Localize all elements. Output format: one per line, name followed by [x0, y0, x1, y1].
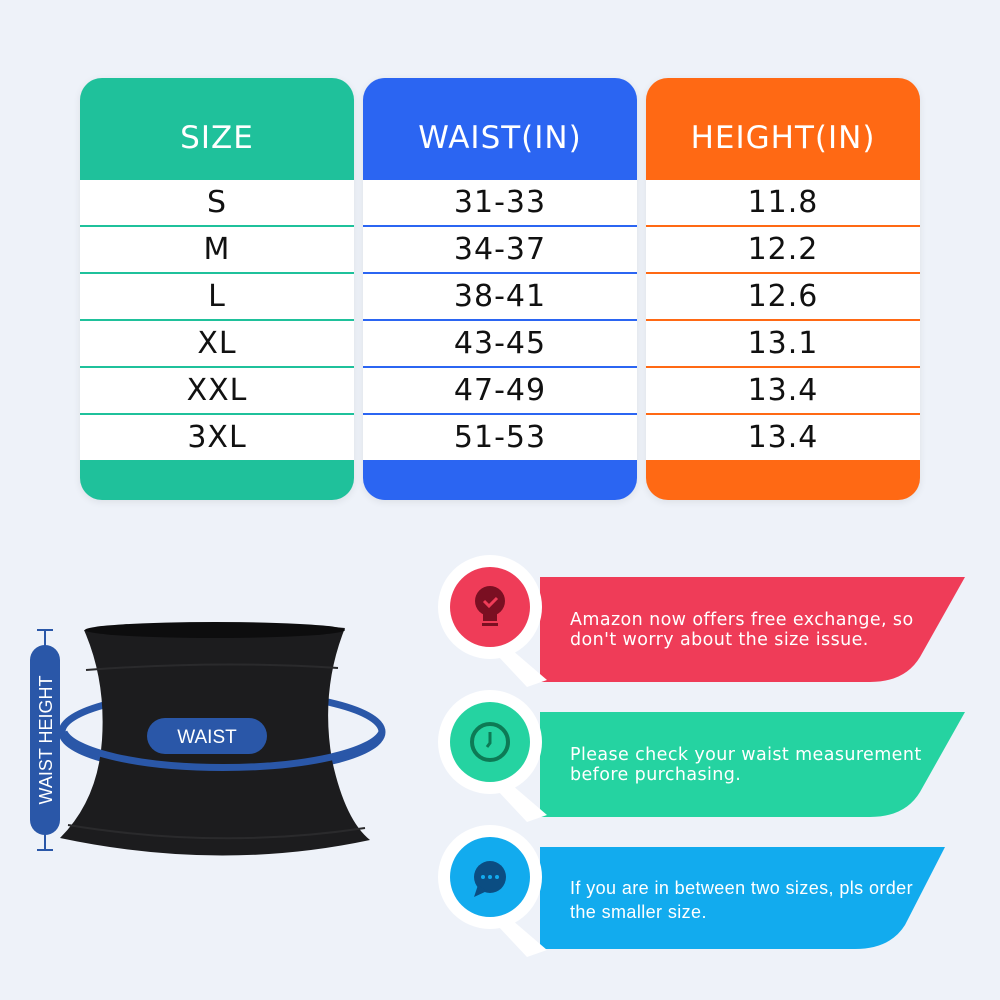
table-cell: S — [80, 180, 354, 225]
table-cell: 43-45 — [363, 321, 637, 366]
table-cell: 38-41 — [363, 274, 637, 319]
table-cell: 3XL — [80, 415, 354, 460]
height-column: HEIGHT(IN) 11.8 12.2 12.6 13.1 13.4 13.4 — [646, 78, 920, 500]
table-cell: 12.6 — [646, 274, 920, 319]
waist-badge — [147, 718, 267, 754]
table-cell: 11.8 — [646, 180, 920, 225]
chat-bubble-icon — [432, 825, 552, 965]
table-cell: 34-37 — [363, 227, 637, 272]
table-cell: M — [80, 227, 354, 272]
table-cell: 12.2 — [646, 227, 920, 272]
column-header: SIZE — [180, 120, 254, 156]
waist-label: WAIST — [177, 727, 237, 748]
table-cell: 13.4 — [646, 368, 920, 413]
table-cell: L — [80, 274, 354, 319]
table-cell: 13.4 — [646, 415, 920, 460]
waist-trainer-image: WAIST WAIST HEIGHT — [30, 622, 386, 856]
size-column: SIZE S M L XL XXL 3XL — [80, 78, 354, 500]
table-cell: 51-53 — [363, 415, 637, 460]
lightbulb-check-icon — [432, 555, 552, 695]
tip-text: Amazon now offers free exchange, so don'… — [570, 609, 914, 650]
column-header: WAIST(IN) — [418, 120, 582, 156]
waist-trainer-diagram: WAIST WAIST HEIGHT — [20, 610, 400, 904]
waist-height-badge — [30, 645, 60, 835]
tip-banner-smaller-size: If you are in between two sizes, pls ord… — [540, 847, 970, 952]
tip-text: If you are in between two sizes, pls ord… — [570, 877, 913, 922]
table-cell: 47-49 — [363, 368, 637, 413]
column-header: HEIGHT(IN) — [690, 120, 876, 156]
tip-text: Please check your waist measurement befo… — [570, 744, 922, 785]
tip-banner-exchange: Amazon now offers free exchange, so don'… — [540, 577, 970, 682]
waist-column: WAIST(IN) 31-33 34-37 38-41 43-45 47-49 … — [363, 78, 637, 500]
table-cell: XL — [80, 321, 354, 366]
waist-height-label: WAIST HEIGHT — [36, 675, 56, 804]
tip-banner-measure: Please check your waist measurement befo… — [540, 712, 970, 817]
clock-icon — [432, 690, 552, 830]
table-cell: 31-33 — [363, 180, 637, 225]
waist-ring-front — [60, 730, 386, 772]
table-cell: XXL — [80, 368, 354, 413]
table-cell: 13.1 — [646, 321, 920, 366]
